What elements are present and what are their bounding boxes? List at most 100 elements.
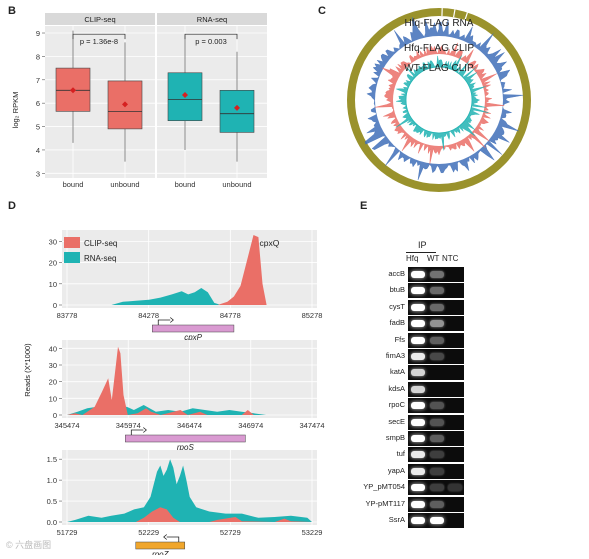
- boxplot-ytick-label: 4: [36, 146, 40, 155]
- ytick-label: 1.0: [47, 476, 57, 485]
- ring-label-hfq-clip: Hfq-FLAG CLIP: [404, 43, 474, 54]
- genome-ring-tick: [452, 9, 456, 18]
- gel-row-label: SsrA: [388, 515, 405, 524]
- gel-band: [448, 484, 462, 492]
- box-category-label: unbound: [222, 180, 251, 189]
- boxplot-ytick-label: 6: [36, 99, 40, 108]
- gel-row-label: fimA3: [385, 351, 405, 360]
- wt-clip-ring-inner: [406, 67, 472, 133]
- panel-label-c: C: [318, 5, 326, 17]
- boxplot-ytick-label: 3: [36, 169, 40, 178]
- ytick-label: 0.0: [47, 518, 57, 527]
- gel-band: [411, 320, 425, 328]
- gel-strip: [408, 496, 464, 512]
- gel-band: [411, 353, 425, 360]
- gel-band: [411, 336, 425, 344]
- boxplot-ytick-label: 8: [36, 52, 40, 61]
- ring-label-rna: Hfq-FLAG RNA: [405, 18, 474, 29]
- gel-row-label: Ffs: [394, 334, 405, 344]
- gel-row: SsrA: [368, 513, 468, 529]
- xtick-label: 83778: [57, 311, 78, 320]
- boxplot-facet: CLIP-seq p = 1.36e-8 bound unbound: [45, 13, 155, 189]
- gel-row: YP-pMT117: [366, 496, 468, 513]
- gel-row: secE: [368, 414, 468, 431]
- ytick-label: 0.5: [47, 497, 57, 506]
- gel-band: [411, 467, 425, 475]
- gel-band: [430, 402, 444, 410]
- pvalue-label: p = 1.36e-8: [80, 37, 118, 46]
- ytick-label: 0: [53, 301, 57, 310]
- boxplot-facet: RNA-seq p = 0.003 bound unbound: [157, 13, 267, 189]
- genome-ring: [347, 8, 531, 192]
- gel-row: yapA: [368, 463, 468, 480]
- gel-row-label: accB: [388, 269, 405, 278]
- coverage-track: 0.0 0.5 1.0 1.5 51729 52229 52729 53229 rpoZ: [47, 450, 322, 555]
- gel-panel: IP Hfq WT NTC accB btuB cysT fadB Ffs fimA3 ka…: [363, 240, 468, 528]
- gel-row: Ffs: [368, 332, 468, 349]
- boxplot-ylabel: log₂ RPKM: [11, 92, 20, 129]
- legend-label-clip: CLIP-seq: [84, 239, 117, 248]
- clip-seq-area: [67, 507, 312, 522]
- legend-swatch-rna: [64, 252, 80, 263]
- gene-label: rpoZ: [152, 550, 170, 555]
- gel-row-label: YP_pMT054: [363, 482, 405, 492]
- gel-band: [411, 500, 425, 508]
- xtick-label: 346474: [177, 421, 202, 430]
- rna-seq-area: [67, 288, 312, 305]
- box-category-label: bound: [63, 180, 84, 189]
- gel-strip: [408, 381, 464, 397]
- circos-plot: Hfq-FLAG RNA Hfq-FLAG CLIP WT-FLAG CLIP: [347, 8, 531, 192]
- box-mean-marker: [182, 91, 188, 98]
- xtick-label: 345474: [54, 421, 79, 430]
- gel-row-label: kdsA: [388, 383, 405, 393]
- coverage-track: 0 10 20 30 40 345474 345974 346474 346974 347474 r…: [49, 340, 325, 452]
- box-category-label: unbound: [110, 180, 139, 189]
- gel-lane-ntc: NTC: [442, 254, 459, 263]
- gel-band: [411, 517, 425, 524]
- gel-strip: [408, 431, 464, 446]
- pvalue-label: p = 0.003: [195, 37, 227, 46]
- xtick-label: 51729: [57, 528, 78, 537]
- gel-band: [411, 303, 425, 311]
- ytick-label: 10: [49, 394, 57, 403]
- ytick-label: 40: [49, 344, 57, 353]
- gel-row-label: fadB: [389, 318, 405, 328]
- gel-band: [430, 287, 444, 295]
- gel-band: [411, 271, 425, 278]
- legend-swatch-clip: [64, 237, 80, 248]
- facet-title: CLIP-seq: [84, 15, 115, 24]
- ring-label-wt-clip: WT-FLAG CLIP: [404, 63, 474, 74]
- gene-direction-arrowhead: [163, 534, 168, 540]
- gel-band: [411, 385, 425, 393]
- ytick-label: 1.5: [47, 455, 57, 464]
- gene-box: [135, 541, 186, 550]
- gel-band: [430, 303, 444, 311]
- gel-row: rpoC: [368, 398, 468, 414]
- boxplot-ytick-label: 9: [36, 29, 40, 38]
- gene-direction-arrowhead: [170, 317, 174, 323]
- gel-row-label: btuB: [389, 285, 405, 295]
- rna-seq-area: [67, 405, 312, 415]
- panel-label-d: D: [8, 200, 16, 212]
- gel-row: tuf: [368, 447, 468, 463]
- gel-band: [430, 320, 444, 328]
- ytick-label: 20: [49, 259, 57, 268]
- gene-label: rpoS: [177, 443, 195, 452]
- gel-lane-wt: WT: [427, 254, 440, 263]
- xtick-label: 345974: [116, 421, 141, 430]
- facet-strip: [45, 13, 155, 25]
- coverage-legend: CLIP-seq RNA-seq: [64, 237, 117, 263]
- gel-strip: [408, 447, 464, 463]
- gel-strip: [408, 463, 464, 479]
- box-mean-marker: [70, 87, 76, 94]
- box-category-label: bound: [175, 180, 196, 189]
- xtick-label: 346974: [238, 421, 263, 430]
- gel-strip: [408, 299, 464, 315]
- gel-band: [430, 435, 444, 442]
- gel-strip: [408, 513, 464, 528]
- gel-band: [411, 435, 425, 442]
- xtick-label: 347474: [299, 421, 324, 430]
- coverage-track: 0 10 20 30 83778 84278 84778 85278 cpxQ cpxP: [49, 230, 322, 342]
- gel-row: katA: [368, 365, 468, 381]
- gene-direction-arrow: [157, 319, 171, 325]
